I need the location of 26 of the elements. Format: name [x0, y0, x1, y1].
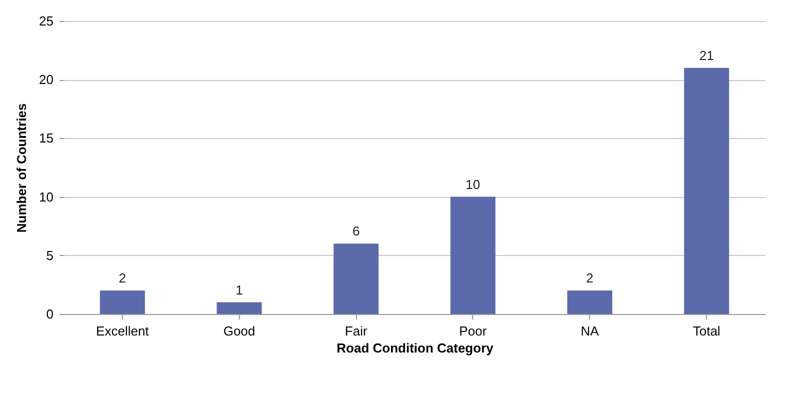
data-label: 1 — [236, 282, 243, 298]
data-label: 10 — [466, 176, 480, 192]
y-axis-title: Number of Countries — [14, 103, 30, 233]
bar — [684, 68, 730, 314]
x-tick-label: Total — [692, 324, 720, 338]
bar — [100, 290, 145, 314]
x-tick-label: Fair — [344, 324, 368, 338]
data-label: 6 — [352, 224, 360, 239]
y-tick-label: 15 — [39, 130, 54, 146]
data-label: 2 — [118, 270, 126, 286]
x-tick-label: Poor — [459, 324, 488, 338]
y-tick-label: 25 — [39, 14, 54, 28]
bar — [216, 302, 262, 314]
x-axis-title: Road Condition Category — [336, 340, 494, 356]
y-tick-label: 5 — [46, 248, 54, 263]
y-tick-label: 10 — [39, 189, 54, 204]
data-label: 2 — [586, 270, 594, 286]
bar — [450, 196, 496, 314]
y-tick-label: 0 — [46, 306, 54, 322]
x-tick-label: Good — [223, 324, 256, 338]
y-tick-label: 20 — [39, 72, 54, 88]
data-label: 21 — [699, 48, 714, 63]
x-tick-label: Excellent — [96, 324, 150, 338]
x-tick-label: NA — [580, 324, 600, 338]
bar — [567, 290, 612, 314]
bar — [334, 244, 379, 314]
